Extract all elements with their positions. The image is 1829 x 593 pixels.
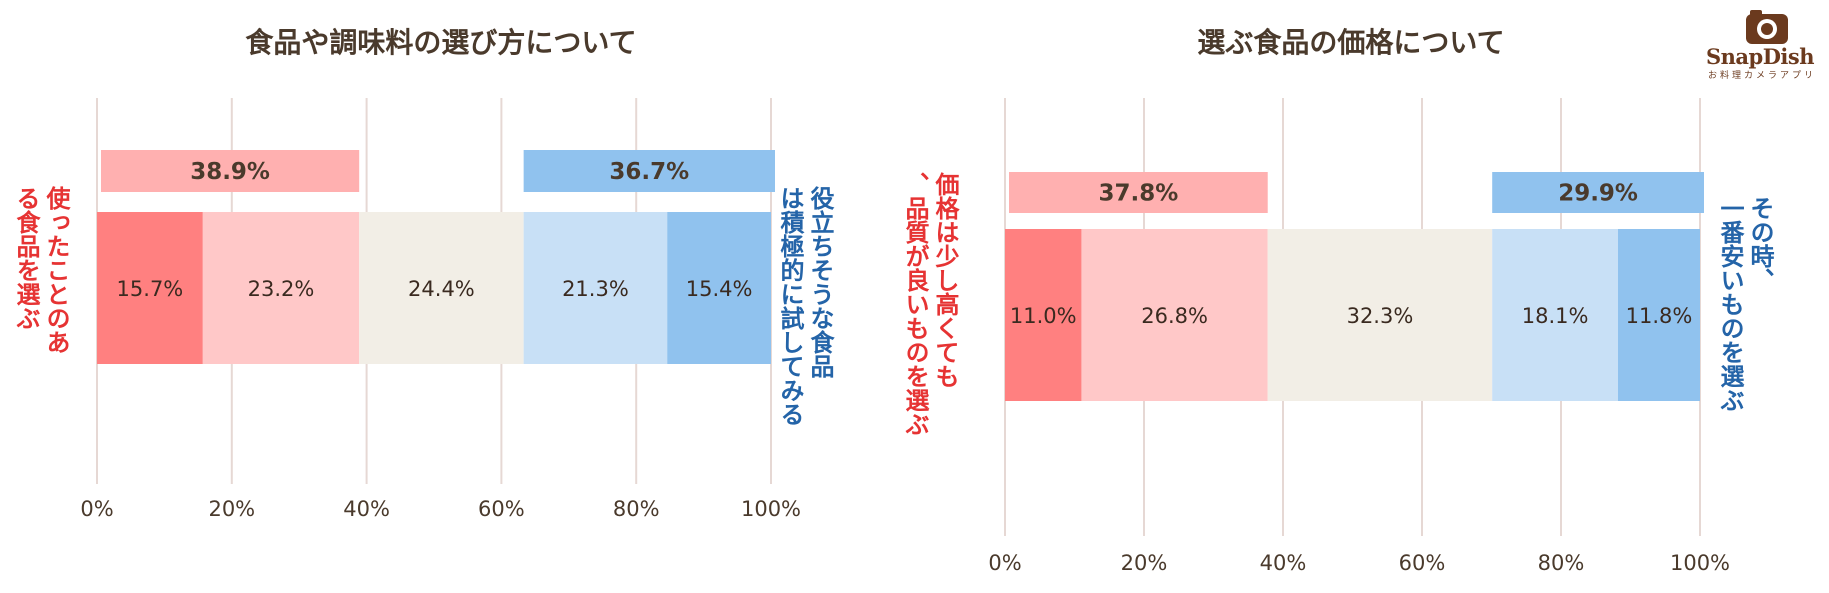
left-total-box (101, 150, 360, 192)
x-tick-label: 60% (1399, 551, 1446, 575)
left-side-label: 価格は少し高くても、品質が良いものを選ぶ (901, 172, 960, 436)
x-axis-ticks: 0% 20% 40% 60% 80% 100% (80, 497, 801, 521)
snapdish-logo: SnapDish お料理カメラアプリ (1700, 6, 1829, 84)
segment-value-label: 15.4% (686, 277, 753, 301)
left-total-label: 38.9% (190, 159, 270, 185)
bar-segment (202, 212, 360, 364)
segment-value-label: 11.8% (1626, 304, 1693, 328)
stacked-bar: 11.0% 26.8% 32.3% 18.1% 11.8% (1005, 229, 1700, 401)
segment-value-label: 18.1% (1522, 304, 1589, 328)
total-boxes: 37.8% 29.9% (1009, 172, 1704, 213)
left-total-box (1009, 172, 1268, 213)
chart-food-selection: 食品や調味料の選び方について 38.9% 36.7% 15.7% 23.2% 24.4… (80, 26, 801, 521)
x-tick-label: 0% (988, 551, 1021, 575)
bar-segment (1267, 229, 1493, 401)
bar-segment (359, 212, 524, 364)
logo-wordmark: SnapDish (1706, 44, 1815, 69)
segment-value-label: 11.0% (1010, 304, 1077, 328)
chart-title: 食品や調味料の選び方について (245, 26, 636, 59)
right-total-label: 29.9% (1558, 181, 1638, 207)
right-total-box (1492, 172, 1704, 213)
x-tick-label: 40% (1260, 551, 1307, 575)
segment-value-label: 32.3% (1347, 304, 1414, 328)
x-tick-label: 60% (478, 497, 525, 521)
segment-value-label: 15.7% (117, 277, 184, 301)
bar-segment (1492, 229, 1618, 401)
chart-title: 選ぶ食品の価格について (1197, 26, 1504, 59)
right-side-label: 役立ちそうな食品は積極的に試してみる (776, 185, 834, 426)
stacked-bar: 15.7% 23.2% 24.4% 21.3% 15.4% (97, 212, 771, 364)
segment-value-label: 24.4% (408, 277, 475, 301)
x-axis-ticks: 0% 20% 40% 60% 80% 100% (988, 551, 1730, 575)
chart-price-selection: 選ぶ食品の価格について 37.8% 29.9% 11.0% 26.8% 32.3% 18… (988, 26, 1730, 575)
x-tick-label: 80% (1538, 551, 1585, 575)
x-tick-label: 100% (741, 497, 801, 521)
bar-segment (97, 212, 203, 364)
right-side-label: その時、一番安いものを選ぶ (1716, 196, 1774, 412)
bar-segment (1005, 229, 1082, 401)
segment-value-label: 23.2% (248, 277, 315, 301)
total-boxes: 38.9% 36.7% (101, 150, 775, 192)
right-total-box (523, 150, 775, 192)
segment-value-label: 26.8% (1141, 304, 1208, 328)
segment-value-label: 21.3% (562, 277, 629, 301)
logo-tagline: お料理カメラアプリ (1708, 71, 1817, 81)
x-tick-label: 80% (613, 497, 660, 521)
left-side-label: 使ったことのある食品を選ぶ (12, 186, 71, 354)
x-tick-label: 100% (1670, 551, 1730, 575)
camera-icon (1746, 10, 1788, 44)
side-labels: 使ったことのある食品を選ぶ 役立ちそうな食品は積極的に試してみる 価格は少し高く… (12, 172, 1774, 436)
bar-segment (667, 212, 771, 364)
x-tick-label: 20% (208, 497, 255, 521)
bar-segment (1617, 229, 1700, 401)
x-tick-label: 20% (1121, 551, 1168, 575)
x-tick-label: 40% (343, 497, 390, 521)
right-total-label: 36.7% (609, 159, 689, 185)
left-total-label: 37.8% (1098, 181, 1178, 207)
x-tick-label: 0% (80, 497, 113, 521)
bar-segment (1081, 229, 1268, 401)
bar-segment (523, 212, 668, 364)
